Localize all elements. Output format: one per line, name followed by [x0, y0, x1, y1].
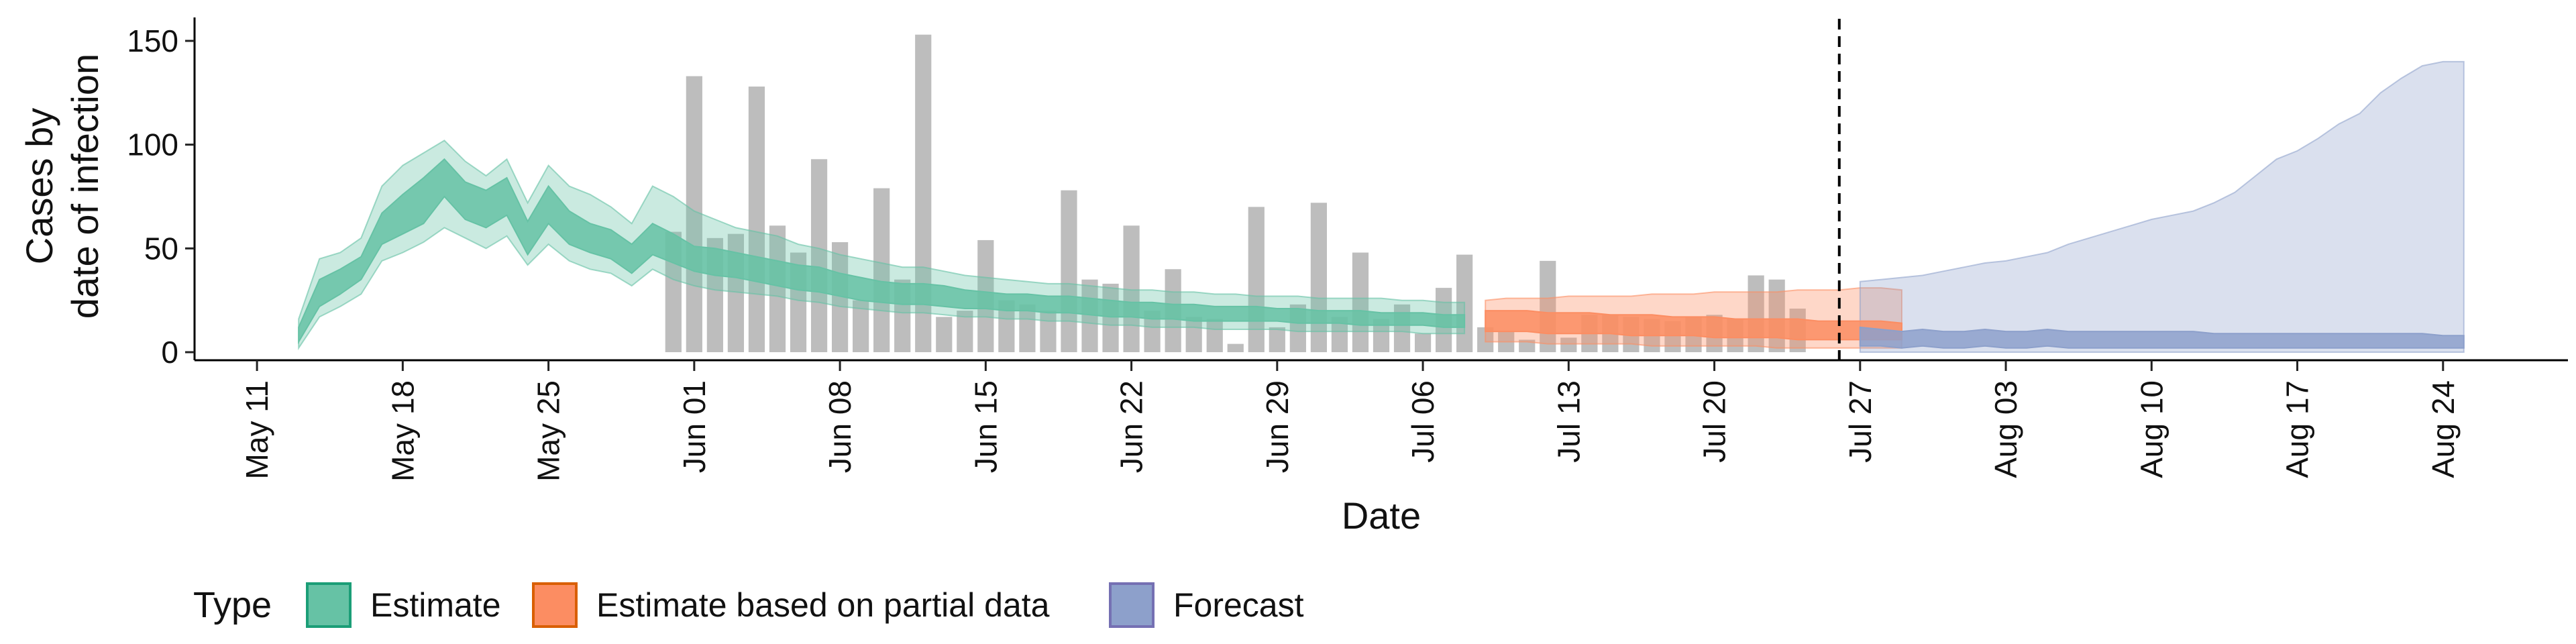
y-tick-label: 150: [127, 23, 178, 58]
x-tick-label: Jun 22: [1114, 380, 1149, 473]
reported-cases-bar: [1040, 311, 1057, 352]
forecast-50ci-band: [1859, 326, 2465, 349]
x-tick-label: Jun 29: [1260, 380, 1295, 473]
x-tick-label: May 18: [385, 380, 420, 482]
x-tick-label: Jun 08: [822, 380, 857, 473]
y-tick-label: 50: [144, 231, 178, 266]
reported-cases-bar: [1227, 343, 1244, 352]
legend-label: Forecast: [1173, 586, 1304, 624]
legend-swatch: [532, 582, 578, 628]
reported-cases-bar: [1061, 190, 1077, 352]
reported-cases-bar: [873, 188, 890, 352]
reported-cases-bar: [1102, 283, 1119, 352]
x-tick-label: Jun 15: [968, 380, 1003, 473]
x-tick-label: Jul 27: [1843, 380, 1878, 463]
legend-label: Estimate: [370, 586, 501, 624]
reported-cases-bar: [769, 225, 786, 352]
x-tick-label: Aug 03: [1988, 380, 2023, 478]
legend: Type Estimate Estimate based on partial da…: [193, 582, 1304, 628]
x-tick-label: Jul 20: [1697, 380, 1732, 463]
y-axis-title-line-2: date of infection: [64, 54, 106, 319]
x-tick-label: Jun 01: [677, 380, 712, 473]
reported-cases-bar: [936, 317, 953, 352]
y-axis-title: Cases by date of infection: [18, 54, 106, 319]
estimate-90ci-band: [298, 140, 1466, 351]
reported-cases-bar: [1206, 319, 1223, 352]
reported-cases-bar: [1310, 203, 1327, 352]
legend-swatch: [1109, 582, 1155, 628]
x-axis-title: Date: [1342, 494, 1421, 537]
reported-cases-bar: [1560, 337, 1577, 352]
reported-cases-bar: [1185, 317, 1202, 352]
forecast-90ci-band: [1859, 60, 2465, 353]
reported-cases-bar: [957, 311, 973, 352]
reported-cases-bar: [1269, 327, 1285, 352]
y-tick-label: 100: [127, 127, 178, 162]
x-tick-label: May 11: [239, 380, 274, 479]
legend-title: Type: [193, 585, 272, 625]
reported-cases-bar: [1748, 275, 1764, 352]
reported-cases-bar: [810, 159, 828, 352]
reported-cases-bar: [1540, 260, 1556, 352]
legend-swatch: [306, 582, 352, 628]
plot-area: [298, 19, 2465, 360]
reported-cases-bar: [686, 76, 702, 352]
y-axis-title-line-1: Cases by: [18, 108, 60, 264]
x-tick-label: Aug 10: [2134, 380, 2169, 478]
estimate-50ci-band: [298, 158, 1466, 345]
x-tick-label: Aug 24: [2426, 380, 2461, 478]
reported-cases-bar: [1352, 252, 1369, 352]
reported-cases-bar: [748, 87, 765, 352]
reported-cases-bar: [1414, 333, 1432, 352]
reported-cases-bar: [1248, 207, 1265, 352]
x-tick-label: May 25: [531, 380, 566, 482]
y-tick-label: 0: [161, 335, 178, 370]
reported-cases-bar: [1019, 304, 1036, 352]
axes: 0 50 100 150 May 11 May 18 May 25 Jun 01 Jun 08 J…: [18, 17, 2568, 537]
x-tick-label: Jul 13: [1551, 380, 1586, 463]
legend-label: Estimate based on partial data: [596, 586, 1050, 624]
x-tick-label: Jul 06: [1405, 380, 1440, 463]
x-tick-label: Aug 17: [2280, 380, 2315, 478]
